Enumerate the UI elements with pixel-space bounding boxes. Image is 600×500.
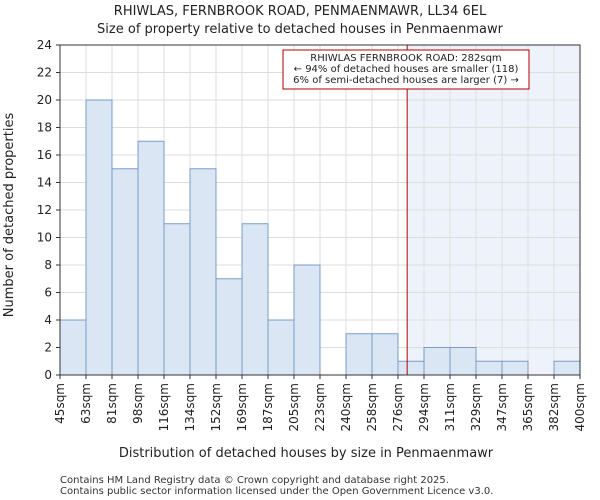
- y-tick-label: 20: [37, 93, 52, 107]
- y-tick-label: 24: [37, 38, 52, 52]
- x-axis-ticks: 45sqm 63sqm 81sqm 98sqm 116sqm 134sqm 152sqm 16…: [53, 375, 587, 431]
- bar: [397, 360, 425, 376]
- bar: [85, 99, 113, 376]
- x-tick-label: 382sqm: [547, 383, 561, 431]
- x-tick-label: 400sqm: [573, 383, 587, 431]
- x-tick-label: 329sqm: [469, 383, 483, 431]
- plot-border: [59, 44, 581, 376]
- chart-subtitle: Size of property relative to detached ho…: [97, 22, 504, 37]
- bar: [293, 264, 321, 376]
- y-tick-label: 2: [44, 341, 52, 355]
- x-tick-label: 45sqm: [53, 383, 67, 424]
- y-axis-label: Number of detached properties: [2, 113, 17, 318]
- annotation-box: [282, 49, 530, 90]
- y-tick-label: 22: [37, 66, 52, 80]
- bar: [501, 360, 529, 376]
- y-tick-label: 8: [44, 258, 52, 272]
- x-tick-label: 294sqm: [417, 383, 431, 431]
- x-tick-label: 223sqm: [313, 383, 327, 431]
- y-tick-label: 18: [37, 121, 52, 135]
- x-tick-label: 347sqm: [495, 383, 509, 431]
- x-tick-label: 116sqm: [157, 383, 171, 431]
- bar: [215, 278, 243, 376]
- annotation-line-2: ← 94% of detached houses are smaller (11…: [294, 64, 519, 75]
- bar: [59, 319, 87, 376]
- x-tick-label: 98sqm: [131, 383, 145, 424]
- x-tick-label: 187sqm: [261, 383, 275, 431]
- x-tick-label: 63sqm: [79, 383, 93, 424]
- footer-copyright: Contains HM Land Registry data © Crown c…: [60, 475, 449, 486]
- bar: [163, 223, 191, 376]
- x-tick-label: 365sqm: [521, 383, 535, 431]
- x-axis-label: Distribution of detached houses by size …: [119, 446, 494, 461]
- x-tick-label: 152sqm: [209, 383, 223, 431]
- y-tick-label: 16: [37, 148, 52, 162]
- bar: [111, 168, 139, 376]
- bar: [189, 168, 217, 376]
- x-tick-label: 205sqm: [287, 383, 301, 431]
- bar: [137, 140, 165, 376]
- marker-annotation: RHIWLAS FERNBROOK ROAD: 282sqm ← 94% of …: [282, 49, 530, 90]
- x-tick-label: 134sqm: [183, 383, 197, 431]
- x-tick-label: 311sqm: [443, 383, 457, 431]
- x-tick-label: 276sqm: [391, 383, 405, 431]
- y-tick-label: 0: [44, 368, 52, 382]
- bar: [475, 360, 503, 376]
- bar: [345, 333, 373, 376]
- bar: [553, 360, 581, 376]
- y-tick-label: 10: [37, 231, 52, 245]
- bar: [371, 333, 399, 376]
- annotation-line-3: 6% of semi-detached houses are larger (7…: [293, 75, 519, 86]
- x-tick-label: 258sqm: [365, 383, 379, 431]
- y-tick-label: 6: [44, 286, 52, 300]
- bar: [423, 347, 451, 376]
- bars: [59, 45, 581, 376]
- y-tick-label: 4: [44, 313, 52, 327]
- x-tick-label: 81sqm: [105, 383, 119, 424]
- bar: [241, 223, 269, 376]
- bar: [267, 319, 295, 376]
- y-tick-label: 12: [37, 203, 52, 217]
- y-tick-label: 14: [37, 176, 52, 190]
- chart-title: RHIWLAS, FERNBROOK ROAD, PENMAENMAWR, LL…: [114, 4, 487, 19]
- x-tick-label: 240sqm: [339, 383, 353, 431]
- x-tick-label: 169sqm: [235, 383, 249, 431]
- annotation-line-1: RHIWLAS FERNBROOK ROAD: 282sqm: [310, 53, 501, 64]
- bar: [449, 347, 477, 376]
- plot-frame: [59, 44, 581, 376]
- footer-licence: Contains public sector information licen…: [60, 486, 493, 497]
